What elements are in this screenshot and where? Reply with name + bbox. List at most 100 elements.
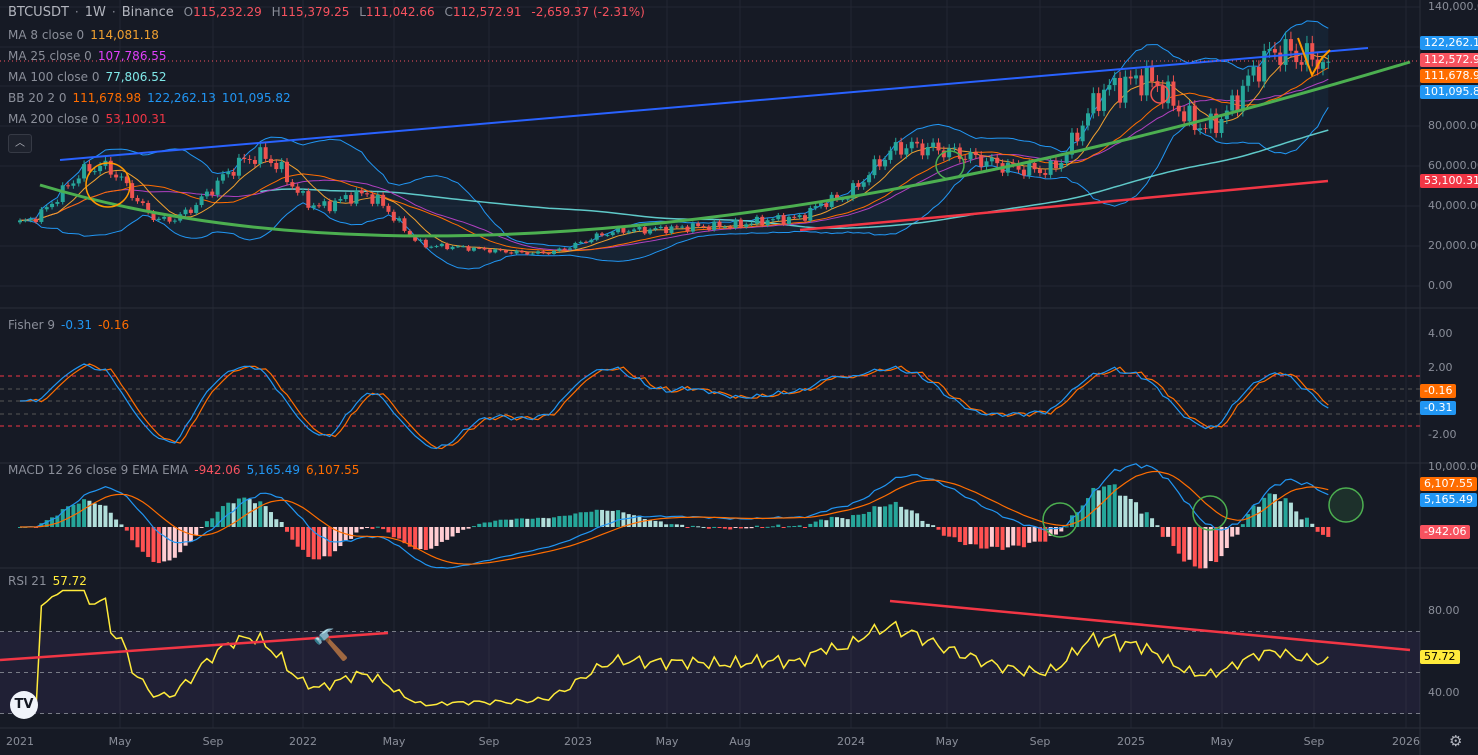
time-axis-label: May: [655, 735, 679, 748]
candle: [738, 219, 743, 227]
macd-histogram-bar: [1123, 495, 1128, 527]
macd-histogram-bar: [690, 525, 695, 527]
indicator-legend[interactable]: MA 100 close 0 77,806.52: [8, 70, 173, 84]
price-tag: 112,572.91: [1420, 53, 1478, 67]
macd-histogram-bar: [979, 527, 984, 549]
macd-histogram-bar: [1064, 526, 1069, 528]
candle: [1032, 163, 1037, 170]
candle: [535, 251, 540, 254]
macd-histogram-bar: [546, 518, 551, 527]
macd-histogram-bar: [1118, 495, 1123, 527]
rsi-legend[interactable]: RSI 21 57.72: [8, 574, 93, 588]
macd-hist-value: -942.06: [194, 463, 241, 477]
candle: [477, 247, 482, 249]
indicator-legend[interactable]: MA 8 close 0 114,081.18: [8, 28, 165, 42]
candle: [359, 190, 364, 194]
macd-histogram-bar: [290, 527, 295, 540]
indicator-legend[interactable]: BB 20 2 0 111,678.98 122,262.13 101,095.82: [8, 91, 297, 105]
candle: [792, 216, 797, 218]
candle: [642, 226, 647, 234]
macd-histogram-bar: [770, 526, 775, 528]
candle: [872, 159, 877, 176]
macd-histogram-bar: [1246, 514, 1251, 527]
macd-histogram-bar: [204, 521, 209, 527]
interval[interactable]: 1W: [84, 5, 106, 20]
candle: [621, 227, 626, 233]
price-axis-label: 20,000.00: [1428, 239, 1478, 252]
ma25-line: [19, 78, 1329, 251]
candle: [1075, 132, 1080, 142]
candle: [471, 247, 476, 251]
macd-legend[interactable]: MACD 12 26 close 9 EMA EMA -942.06 5,165.4…: [8, 463, 365, 477]
macd-histogram-bar: [1315, 527, 1320, 532]
price-tag: 101,095.82: [1420, 85, 1478, 99]
macd-histogram-bar: [135, 527, 140, 548]
high-label: H: [271, 5, 281, 19]
candle: [274, 162, 279, 170]
macd-histogram-bar: [434, 527, 439, 546]
candle: [519, 250, 524, 253]
macd-histogram-bar: [1272, 494, 1277, 527]
price-axis-label: 140,000.00: [1428, 0, 1478, 13]
candle: [290, 182, 295, 187]
macd-histogram-bar: [162, 527, 167, 562]
candle: [146, 203, 151, 213]
macd-histogram-bar: [18, 527, 22, 528]
candle: [573, 242, 578, 249]
candle: [66, 185, 71, 187]
macd-histogram-bar: [50, 517, 55, 527]
trendline-resistance: [59, 47, 1369, 161]
settings-gear-icon[interactable]: ⚙: [1449, 732, 1463, 750]
macd-histogram-bar: [712, 526, 717, 528]
candle: [1086, 113, 1090, 126]
macd-histogram-bar: [819, 519, 823, 527]
candle: [589, 239, 594, 243]
macd-histogram-bar: [413, 527, 418, 550]
macd-histogram-bar: [915, 513, 920, 527]
bollinger-lower: [19, 107, 1329, 270]
macd-histogram-bar: [568, 515, 573, 527]
macd-histogram-bar: [306, 527, 311, 557]
indicator-legend[interactable]: MA 25 close 0 107,786.55: [8, 49, 173, 63]
time-axis-label: 2021: [6, 735, 34, 748]
macd-histogram-bar: [1021, 527, 1026, 548]
macd-histogram-bar: [285, 527, 289, 532]
macd-histogram-bar: [861, 513, 866, 527]
macd-histogram-bar: [295, 527, 300, 547]
macd-histogram-bar: [589, 511, 594, 527]
candle: [247, 158, 252, 160]
time-axis-label: 2023: [564, 735, 592, 748]
candle: [354, 190, 359, 204]
candle: [819, 203, 823, 207]
indicator-legend[interactable]: MA 200 close 0 53,100.31: [8, 112, 173, 126]
macd-histogram-bar: [98, 504, 103, 527]
candle: [263, 147, 268, 159]
candle: [1064, 154, 1069, 163]
candle: [781, 215, 786, 225]
candle: [605, 235, 610, 237]
macd-histogram-bar: [359, 527, 364, 530]
fisher-legend[interactable]: Fisher 9 -0.31 -0.16: [8, 318, 135, 332]
candle: [322, 201, 327, 206]
candle: [1118, 77, 1123, 103]
macd-histogram-bar: [1256, 506, 1261, 527]
candle: [124, 176, 129, 184]
rsi-label: RSI 21: [8, 574, 47, 588]
macd-histogram-bar: [1048, 527, 1053, 536]
candle: [626, 231, 631, 233]
chevron-up-icon[interactable]: ︿: [8, 134, 32, 153]
macd-histogram-bar: [1043, 527, 1048, 542]
indicator-label: MA 200 close 0: [8, 112, 100, 126]
tradingview-logo[interactable]: TV: [10, 691, 38, 719]
candle: [680, 226, 685, 228]
candle: [600, 233, 605, 236]
macd-histogram-bar: [279, 522, 284, 527]
candle: [343, 195, 348, 200]
indicator-value: 122,262.13: [147, 91, 216, 105]
price-axis-label: 0.00: [1428, 279, 1453, 292]
annotation-circle: [1042, 502, 1078, 538]
fisher-axis-label: 4.00: [1428, 327, 1453, 340]
candle: [802, 215, 807, 221]
symbol-name[interactable]: BTCUSDT: [8, 5, 69, 20]
